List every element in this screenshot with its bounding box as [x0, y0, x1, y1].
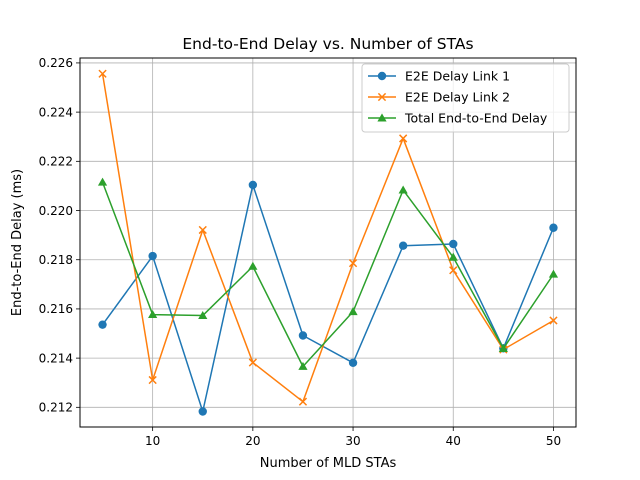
data-point — [548, 269, 559, 278]
legend-label: Total End-to-End Delay — [404, 111, 548, 126]
series-line — [101, 181, 555, 368]
x-marker-stroke — [377, 92, 387, 102]
data-point — [298, 397, 308, 406]
y-tick-label: 0.224 — [39, 105, 73, 119]
legend-marker — [377, 92, 387, 102]
data-point — [198, 407, 207, 416]
y-tick-label: 0.218 — [39, 253, 73, 267]
legend-marker — [377, 71, 387, 81]
y-tick-label: 0.226 — [39, 56, 73, 70]
grid-lines — [80, 58, 576, 427]
series-line — [101, 73, 554, 403]
y-tick-label: 0.222 — [39, 155, 73, 169]
x-tick-label: 50 — [546, 434, 561, 448]
x-marker-stroke — [98, 69, 107, 78]
x-axis: 10 20 30 40 50 — [145, 427, 561, 448]
x-marker-stroke — [298, 397, 308, 406]
x-marker-stroke — [248, 358, 257, 367]
data-point — [248, 180, 258, 190]
y-axis: 0.212 0.214 0.216 0.218 0.220 0.222 0.224 0.226 — [39, 56, 80, 415]
y-axis-label: End-to-End Delay (ms) — [10, 169, 25, 316]
legend-label: E2E Delay Link 1 — [405, 69, 510, 84]
data-point — [348, 358, 358, 367]
x-marker-stroke — [148, 375, 157, 385]
data-point — [98, 320, 107, 329]
chart-title: End-to-End Delay vs. Number of STAs — [182, 35, 473, 53]
x-marker-stroke — [348, 259, 358, 268]
x-tick-label: 20 — [245, 434, 260, 448]
data-point — [148, 251, 157, 261]
data-point — [399, 134, 408, 143]
legend-item: E2E Delay Link 2 — [368, 90, 510, 105]
data-point — [148, 375, 157, 385]
y-tick-label: 0.216 — [39, 302, 73, 316]
legend-item: E2E Delay Link 1 — [368, 69, 510, 84]
x-marker-stroke — [449, 266, 458, 275]
data-point — [298, 361, 308, 370]
data-point — [549, 223, 558, 232]
data-point — [198, 310, 208, 320]
legend-label: E2E Delay Link 2 — [405, 90, 510, 105]
x-tick-label: 30 — [345, 434, 360, 448]
data-point — [248, 358, 257, 367]
data-point — [398, 185, 408, 194]
data-point — [449, 239, 458, 249]
x-marker-stroke — [198, 225, 207, 235]
series-line — [101, 184, 555, 413]
data-point — [498, 343, 508, 352]
x-marker-stroke — [399, 134, 408, 143]
legend-marker — [377, 113, 387, 122]
data-point — [97, 177, 108, 186]
data-point — [248, 261, 258, 270]
legend: E2E Delay Link 1 E2E Delay Link 2 Total En… — [361, 63, 570, 133]
plot-frame — [79, 57, 577, 428]
x-marker-stroke — [549, 316, 558, 325]
y-tick-label: 0.212 — [39, 401, 73, 415]
data-point — [198, 225, 207, 235]
data-point — [148, 309, 158, 319]
data-point — [549, 316, 558, 325]
data-point — [298, 331, 308, 340]
data-point — [348, 307, 358, 316]
legend-item: Total End-to-End Delay — [368, 111, 548, 126]
data-point — [448, 252, 458, 261]
legend-box — [361, 63, 570, 133]
x-axis-label: Number of MLD STAs — [260, 456, 397, 471]
x-tick-label: 10 — [145, 434, 160, 448]
data-point — [98, 69, 107, 78]
x-tick-label: 40 — [446, 434, 461, 448]
series-2 — [98, 69, 558, 406]
series-3 — [97, 177, 559, 370]
data-point — [449, 266, 458, 275]
data-point — [398, 241, 408, 250]
series-layer — [97, 69, 559, 416]
y-tick-label: 0.220 — [39, 204, 73, 218]
data-point — [348, 259, 358, 268]
y-tick-label: 0.214 — [39, 351, 73, 365]
